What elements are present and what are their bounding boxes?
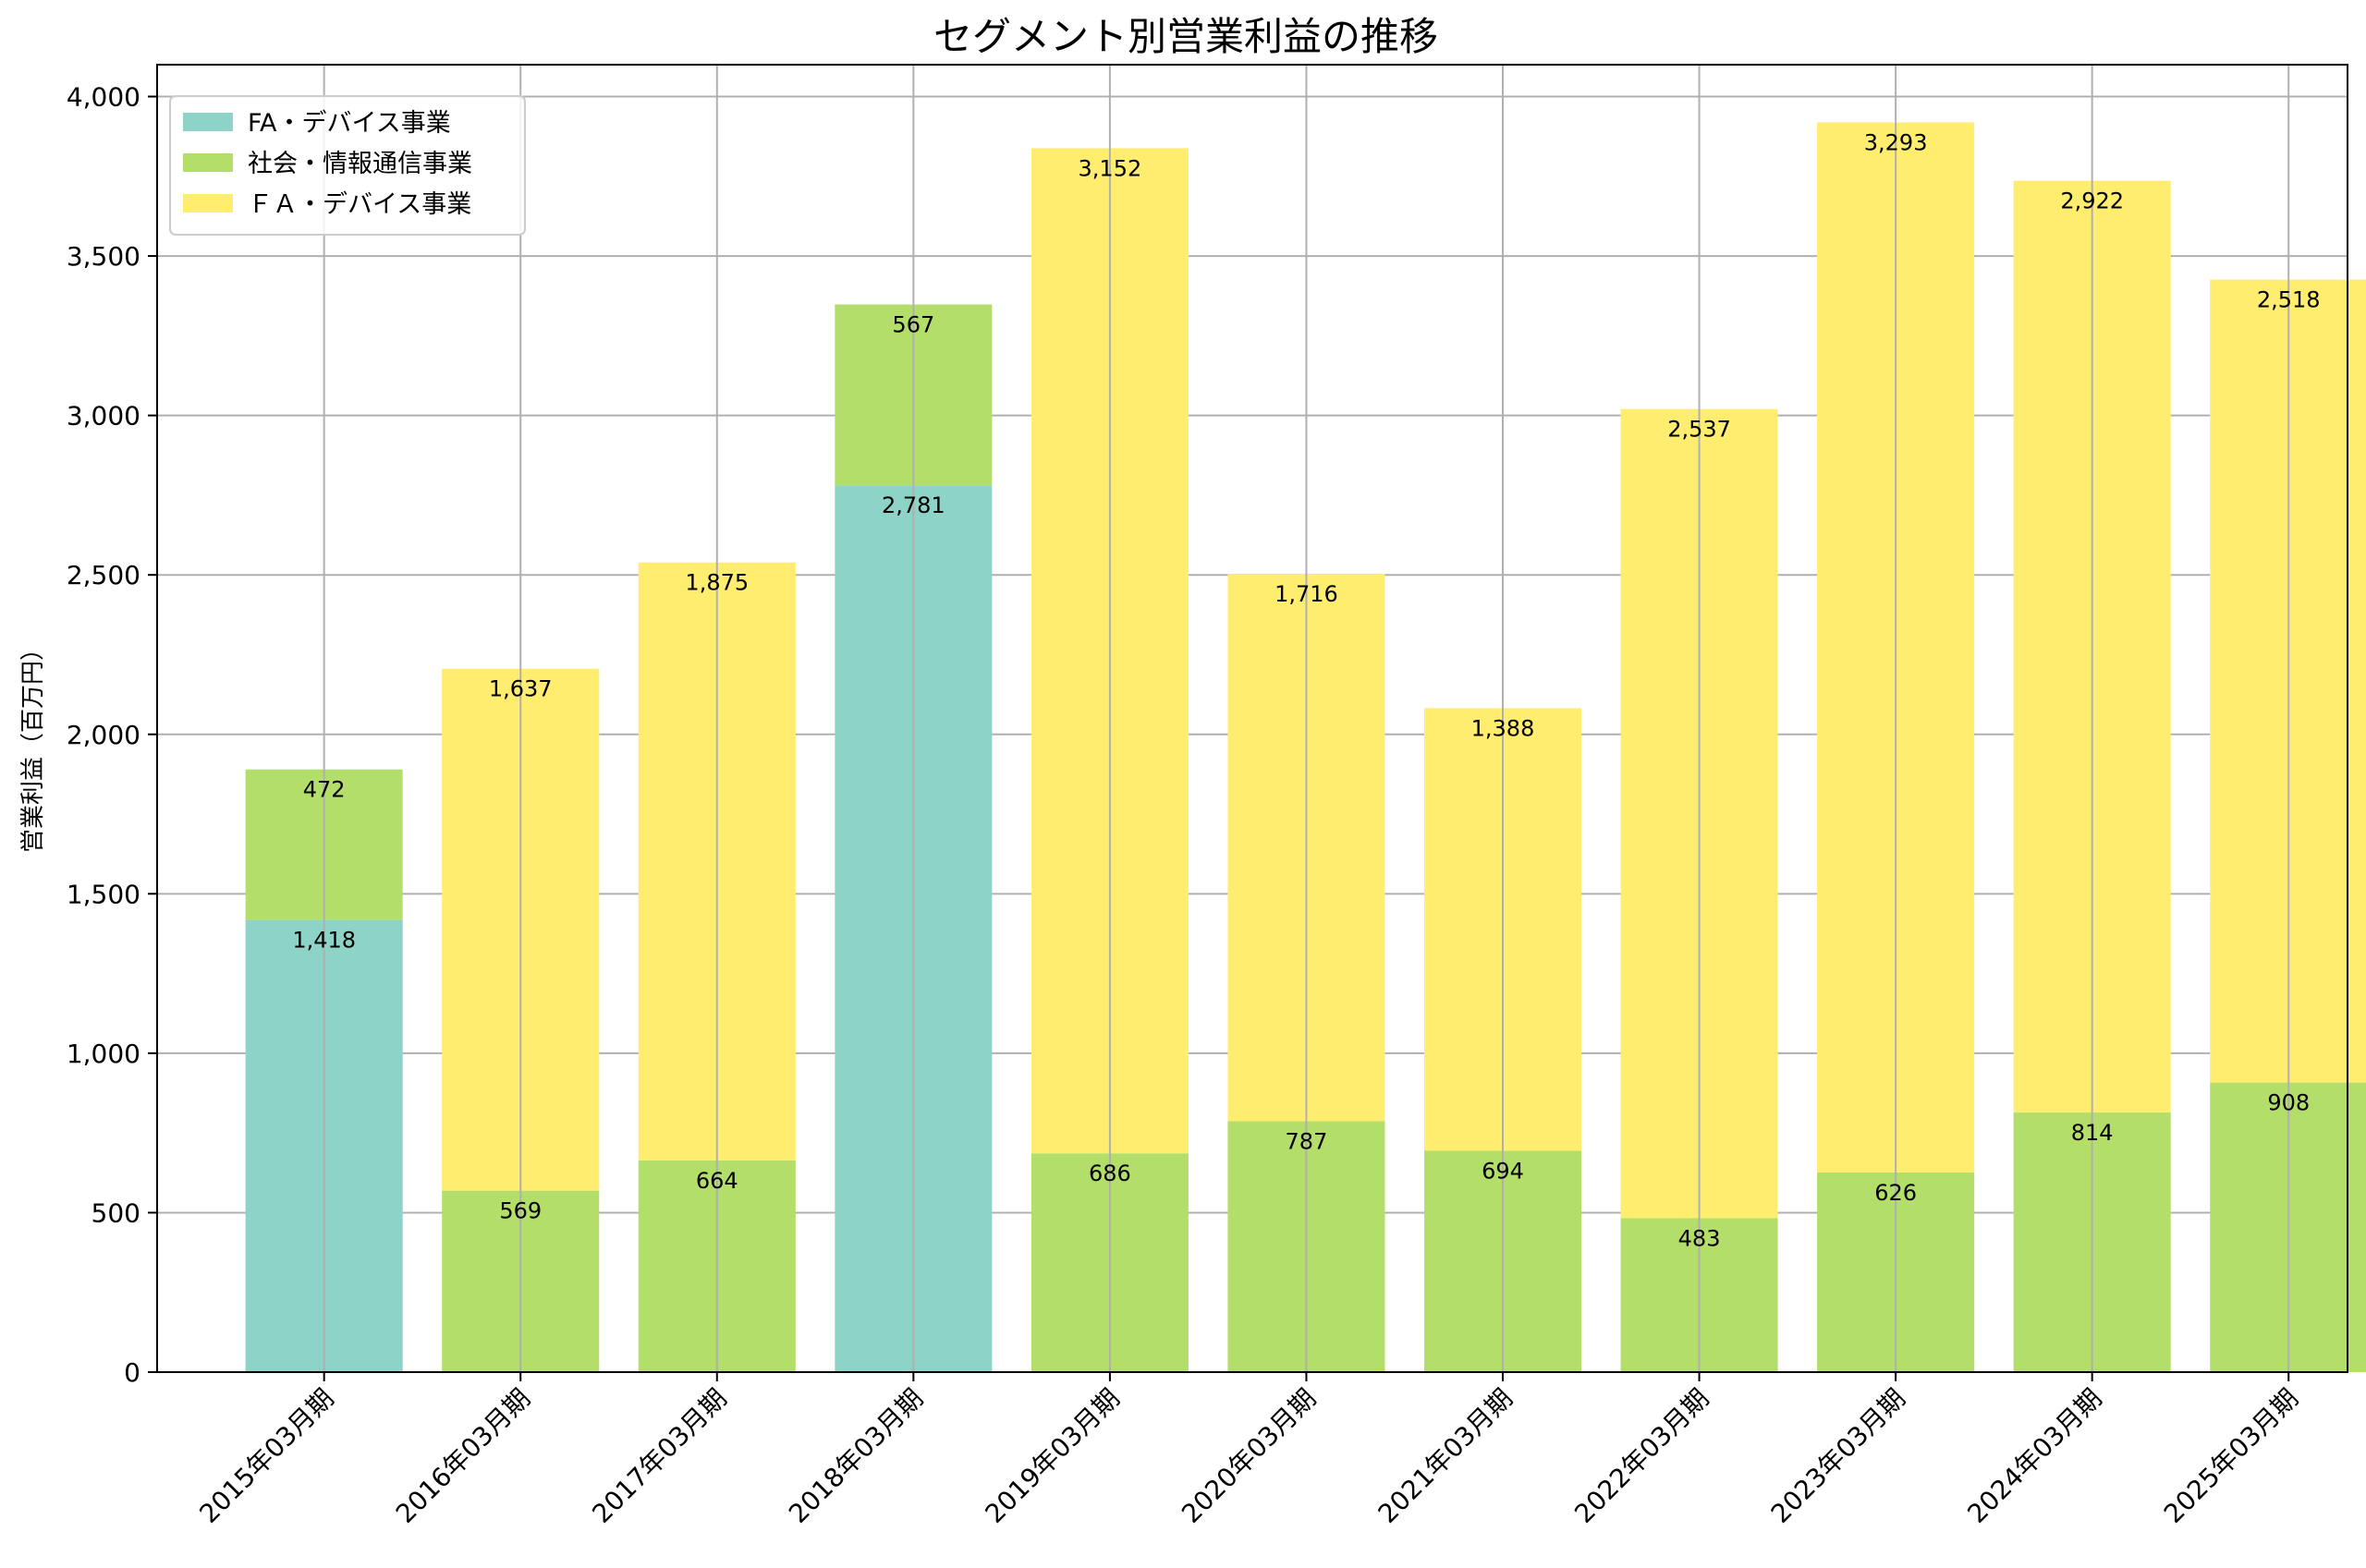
x-tick-label: 2017年03月期 — [586, 1383, 732, 1529]
data-labels: 1,418 2,781 472 569 664 567 686 787 694 483 626 814… — [292, 129, 2320, 1251]
plot-frame — [156, 64, 2348, 1373]
legend-entry: FA・デバイス事業 — [248, 109, 451, 138]
bar-value-label: 2,518 — [2257, 287, 2321, 313]
bar-value-label: 1,875 — [685, 570, 749, 596]
bar-value-label: 908 — [2267, 1090, 2310, 1116]
bar-value-label: 787 — [1286, 1128, 1328, 1154]
bar-value-label: 3,293 — [1864, 129, 1928, 155]
bar-value-label: 626 — [1874, 1180, 1917, 1206]
bar-value-label: 686 — [1089, 1161, 1131, 1186]
bar-value-label: 472 — [303, 777, 346, 803]
bar-value-label: 814 — [2071, 1120, 2114, 1146]
x-tick-label: 2024年03月期 — [1961, 1383, 2107, 1529]
bar-value-label: 694 — [1482, 1158, 1524, 1184]
legend-entry: ＦＡ・デバイス事業 — [248, 190, 471, 219]
y-tick-label: 2,500 — [67, 560, 140, 590]
axes: 0 500 1,000 1,500 2,000 2,500 3,000 3,500 4,000 2… — [67, 64, 2348, 1529]
x-tick-label: 2023年03月期 — [1765, 1383, 1911, 1529]
bar-value-label: 1,716 — [1274, 581, 1338, 607]
legend-swatch — [183, 194, 233, 213]
bar-value-label: 1,388 — [1471, 715, 1535, 741]
bar-value-label: 2,537 — [1667, 417, 1731, 443]
y-tick-label: 2,000 — [67, 720, 140, 750]
y-tick-label: 3,000 — [67, 401, 140, 432]
bar-value-label: 1,418 — [292, 928, 356, 954]
legend-swatch — [183, 153, 233, 172]
x-tick-label: 2020年03月期 — [1176, 1383, 1322, 1529]
x-tick-label: 2019年03月期 — [980, 1383, 1126, 1529]
y-tick-label: 500 — [91, 1197, 140, 1228]
y-tick-label: 1,000 — [67, 1039, 140, 1069]
y-tick-label: 1,500 — [67, 879, 140, 909]
y-axis-label: 営業利益（百万円） — [19, 637, 47, 853]
bar-value-label: 2,781 — [882, 492, 945, 518]
bar-value-label: 3,152 — [1079, 155, 1142, 181]
x-tick-label: 2022年03月期 — [1568, 1383, 1714, 1529]
x-tick-label: 2025年03月期 — [2158, 1383, 2304, 1529]
bar-value-label: 1,637 — [489, 676, 553, 702]
bar-value-label: 2,922 — [2060, 188, 2124, 214]
x-tick-label: 2015年03月期 — [193, 1383, 339, 1529]
bars — [245, 65, 2366, 1372]
legend-box — [169, 95, 526, 236]
bar-value-label: 569 — [499, 1198, 542, 1224]
bar-value-label: 483 — [1678, 1225, 1721, 1251]
legend-entry: 社会・情報通信事業 — [248, 150, 472, 178]
y-tick-label: 0 — [124, 1357, 140, 1388]
x-tick-label: 2016年03月期 — [390, 1383, 536, 1529]
bar-value-label: 664 — [696, 1168, 738, 1194]
y-tick-label: 4,000 — [67, 82, 140, 113]
x-tick-label: 2021年03月期 — [1372, 1383, 1518, 1529]
x-tick-label: 2018年03月期 — [783, 1383, 929, 1529]
legend-swatch — [183, 113, 233, 131]
bar-value-label: 567 — [892, 312, 934, 338]
y-tick-label: 3,500 — [67, 241, 140, 272]
chart-title: セグメント別営業利益の推移 — [933, 14, 1438, 59]
